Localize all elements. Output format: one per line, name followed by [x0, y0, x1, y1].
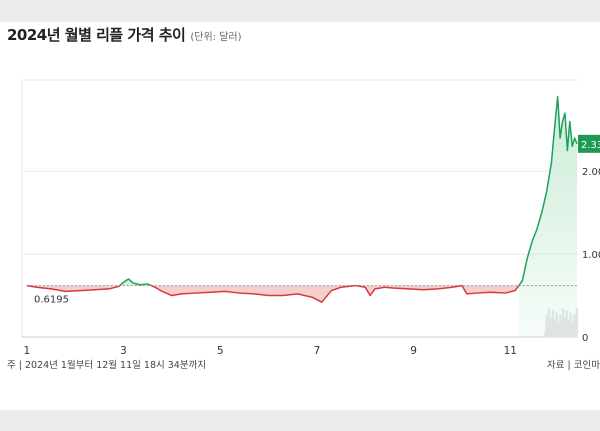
rally-area-fill	[518, 96, 578, 337]
x-tick-label: 5	[217, 345, 224, 357]
x-tick-label: 9	[410, 345, 417, 357]
x-tick-label: 11	[504, 345, 517, 357]
price-line-above	[518, 95, 578, 287]
last-value-label: 2.33	[581, 140, 600, 151]
y-tick-label: 1.00	[582, 250, 600, 261]
x-tick-label: 1	[23, 345, 30, 357]
chart-header: 2024년 월별 리플 가격 추이 (단위: 달러)	[7, 24, 242, 46]
reference-value-label: 0.6195	[34, 295, 69, 306]
chart-title: 2024년 월별 리플 가격 추이	[7, 26, 186, 44]
below-area-fill	[355, 285, 462, 296]
y-tick-label: 2.00	[582, 167, 600, 178]
price-line-below	[461, 285, 520, 295]
x-tick-label: 7	[314, 345, 321, 357]
price-line-above	[119, 278, 152, 287]
price-line-below	[355, 284, 462, 297]
chart-card	[0, 22, 600, 410]
price-line-below	[151, 284, 356, 303]
y-tick-label: 0	[582, 333, 588, 344]
footer-note: 주 | 2024년 1월부터 12월 11일 18시 34분까지	[7, 360, 207, 371]
below-area-fill	[27, 285, 120, 292]
unit-label: (단위: 달러)	[190, 32, 242, 43]
chart-footer: 주 | 2024년 1월부터 12월 11일 18시 34분까지 자료 | 코인…	[7, 357, 600, 371]
below-area-fill	[461, 285, 519, 294]
x-tick-label: 3	[120, 345, 127, 357]
source-label: 자료 | 코인마	[547, 360, 600, 371]
last-value-badge	[578, 134, 600, 153]
below-area-fill	[151, 285, 356, 303]
above-area-fill	[119, 278, 152, 286]
price-line-below	[26, 284, 121, 293]
